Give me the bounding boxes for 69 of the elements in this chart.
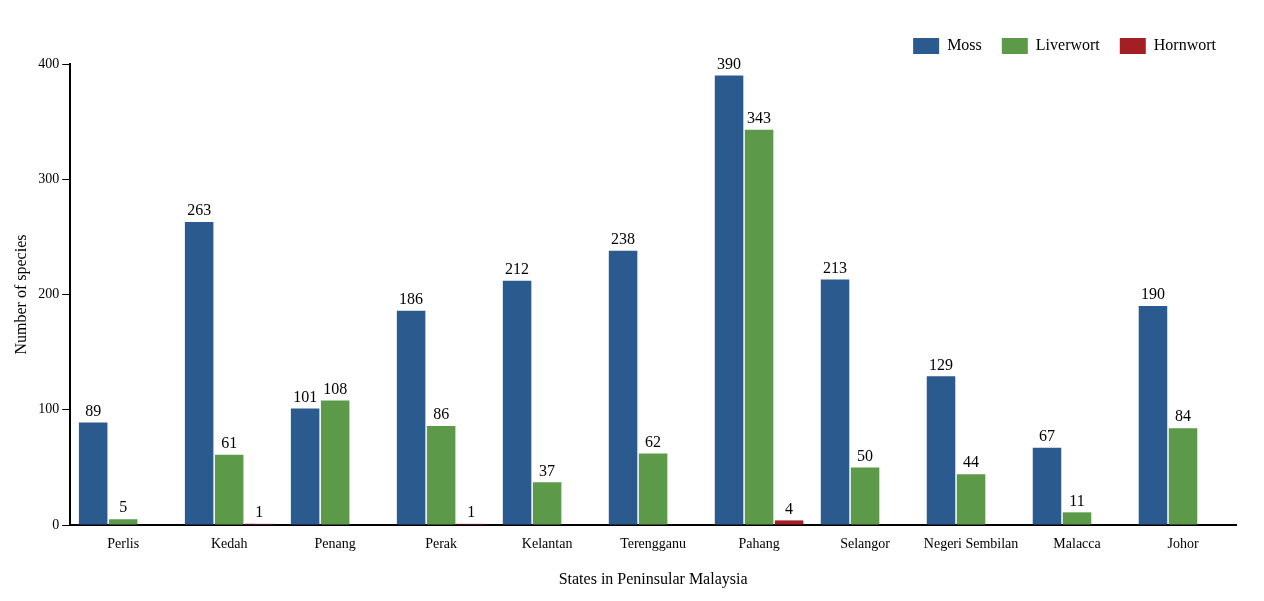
data-label: 390 (717, 54, 742, 72)
x-tick-label: Perak (425, 536, 458, 552)
bar (426, 425, 456, 525)
legend-label: Hornwort (1153, 36, 1217, 54)
data-label: 86 (433, 405, 450, 423)
bar (926, 376, 956, 525)
x-tick-label: Kelantan (521, 536, 573, 552)
data-label: 61 (221, 433, 238, 451)
y-axis-title: Number of species (11, 234, 30, 355)
data-label: 343 (747, 108, 772, 126)
data-label: 1 (467, 503, 476, 521)
data-label: 212 (505, 259, 530, 277)
data-label: 67 (1039, 426, 1055, 444)
data-label: 108 (323, 379, 348, 397)
x-tick-label: Selangor (840, 536, 891, 552)
bar (214, 454, 244, 525)
bar (714, 75, 744, 525)
x-axis-title: States in Peninsular Malaysia (558, 569, 748, 588)
data-label: 62 (645, 432, 662, 450)
bar (184, 221, 214, 525)
bar (532, 482, 562, 525)
data-label: 11 (1069, 491, 1085, 509)
bar (320, 400, 350, 525)
data-label: 1 (255, 503, 264, 521)
bar (774, 520, 804, 525)
x-tick-label: Terengganu (620, 536, 687, 552)
bar (396, 310, 426, 525)
x-tick-label: Malacca (1053, 536, 1102, 552)
data-label: 4 (785, 499, 794, 517)
bar (1062, 512, 1092, 525)
x-tick-label: Perlis (107, 536, 140, 552)
bar (638, 453, 668, 525)
bar (744, 129, 774, 525)
y-tick-label: 100 (38, 401, 60, 417)
data-label: 190 (1140, 285, 1165, 303)
data-label: 129 (929, 355, 954, 373)
bar (608, 250, 638, 525)
data-label: 84 (1175, 407, 1192, 425)
bar (1032, 447, 1062, 525)
bar (78, 422, 108, 525)
x-tick-label: Penang (314, 536, 356, 552)
x-tick-label: Pahang (738, 536, 780, 552)
data-label: 263 (187, 201, 212, 219)
x-tick-label: Negeri Sembilan (923, 536, 1019, 552)
data-label: 44 (963, 453, 980, 471)
y-tick-label: 400 (38, 55, 60, 71)
legend-label: Liverwort (1035, 36, 1101, 54)
bar (820, 279, 850, 525)
bar (1168, 428, 1198, 525)
bar (956, 474, 986, 525)
data-label: 101 (293, 387, 318, 405)
y-tick-label: 0 (52, 516, 60, 532)
bar (290, 408, 320, 525)
y-tick-label: 200 (38, 286, 60, 302)
x-tick-label: Kedah (210, 536, 248, 552)
x-tick-label: Johor (1167, 536, 1199, 552)
bar (1138, 306, 1168, 525)
bar (108, 519, 138, 525)
bar (502, 280, 532, 525)
data-label: 50 (857, 446, 874, 464)
data-label: 5 (119, 498, 128, 516)
data-label: 186 (399, 289, 424, 307)
data-label: 238 (611, 229, 636, 247)
data-label: 37 (539, 461, 556, 479)
bar (850, 467, 880, 525)
data-label: 89 (85, 401, 102, 419)
data-label: 213 (823, 258, 848, 276)
y-tick-label: 300 (38, 170, 60, 186)
legend-label: Moss (947, 36, 982, 54)
